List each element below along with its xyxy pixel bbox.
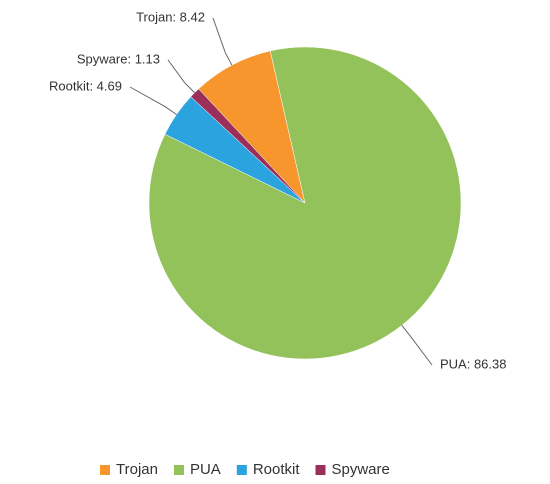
legend-label: Spyware (332, 461, 390, 478)
legend-label: PUA (190, 461, 221, 478)
leader-line (129, 86, 177, 115)
legend-swatch (173, 465, 184, 475)
leader-line (167, 59, 196, 94)
legend-label: Rootkit (253, 461, 301, 478)
data-label: Spyware: 1.13 (77, 51, 160, 66)
data-label: Trojan: 8.42 (136, 9, 205, 24)
legend-label: Trojan (116, 461, 158, 478)
legend-swatch (236, 465, 247, 475)
data-label: Rootkit: 4.69 (49, 78, 122, 93)
leader-line (401, 325, 433, 366)
legend: Trojan PUA Rootkit Spyware (100, 461, 390, 478)
leader-line (212, 17, 233, 66)
data-label: PUA: 86.38 (440, 356, 507, 371)
legend-swatch (315, 465, 326, 475)
legend-swatch (100, 465, 110, 475)
